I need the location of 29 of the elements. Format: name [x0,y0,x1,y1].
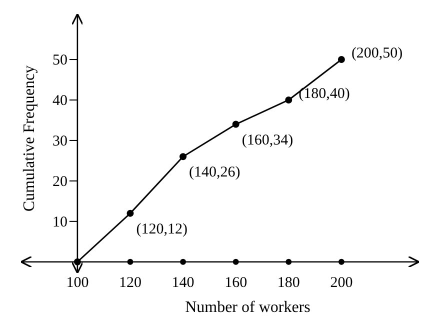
x-tick-label: 140 [172,274,194,291]
annotation: (160,34) [242,132,294,148]
x-tick-label: 120 [118,274,142,291]
point [180,153,187,160]
x-tick-label: 100 [66,274,89,291]
annotation: (120,12) [136,221,188,238]
point [338,56,345,64]
x-axis-title: Number of workers [185,299,310,316]
y-tick-label: 30 [52,133,68,150]
x-tick-label: 160 [224,274,248,291]
point [232,120,240,128]
y-axis-title: Cumulative Frequency [21,65,38,212]
point [338,258,344,265]
point [180,258,186,265]
y-tick-label: 20 [52,174,68,190]
annotation: (140,26) [189,164,240,181]
x-tick-label: 180 [277,274,300,291]
point [232,258,239,265]
x-tick-label: 200 [330,274,353,291]
point [74,258,81,266]
y-tick-label: 40 [52,92,68,109]
y-tick-label: 10 [52,214,68,230]
point [285,96,292,104]
point [127,258,134,265]
annotation: (180,40) [298,86,350,102]
y-tick-label: 50 [52,52,68,69]
point [286,258,292,265]
point [126,210,134,217]
annotation: (200,50) [351,46,403,62]
